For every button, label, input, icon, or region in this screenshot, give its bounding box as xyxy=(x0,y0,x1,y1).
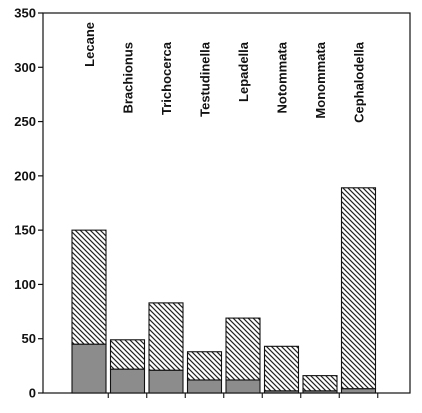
bar-segment-solid-7 xyxy=(340,388,377,394)
bar-segment-solid-3 xyxy=(186,379,223,394)
y-tick-label: 200 xyxy=(14,168,36,183)
category-label-brachionus: Brachionus xyxy=(121,42,136,114)
category-label-cephalodella: Cephalodella xyxy=(352,41,367,123)
category-labels: Lecane Brachionus Trichocerca Testudinella L… xyxy=(82,22,367,123)
y-axis: 0 50 100 150 200 250 300 350 xyxy=(14,6,43,401)
bar-segment-hatched-4 xyxy=(225,317,261,381)
y-tick-label: 100 xyxy=(14,277,36,292)
category-label-notommata: Notommata xyxy=(275,41,290,113)
y-tick-label: 250 xyxy=(14,114,36,129)
bar-segment-hatched-2 xyxy=(148,302,184,371)
bar-segment-solid-0 xyxy=(71,343,107,394)
category-label-lepadella: Lepadella xyxy=(236,41,251,102)
y-tick-label: 300 xyxy=(14,60,36,75)
bars xyxy=(71,187,379,398)
bar-segment-solid-4 xyxy=(225,379,261,394)
bar-segment-hatched-7 xyxy=(340,187,377,390)
category-label-testudinella: Testudinella xyxy=(198,41,213,117)
bar-segment-hatched-3 xyxy=(186,351,223,381)
bar-segment-solid-1 xyxy=(109,368,146,394)
category-label-lecane: Lecane xyxy=(82,22,97,67)
bar-segment-hatched-1 xyxy=(109,339,146,370)
category-label-trichocerca: Trichocerca xyxy=(159,41,174,115)
bar-segment-hatched-5 xyxy=(263,345,300,392)
y-tick-label: 50 xyxy=(22,331,36,346)
bar-segment-hatched-0 xyxy=(71,229,107,345)
bar-segment-solid-2 xyxy=(148,369,184,394)
y-tick-label: 350 xyxy=(14,6,36,21)
bar-segment-hatched-6 xyxy=(302,375,338,392)
category-label-monommata: Monommata xyxy=(313,41,328,118)
y-tick-label: 150 xyxy=(14,223,36,238)
y-tick-label: 0 xyxy=(29,386,36,401)
